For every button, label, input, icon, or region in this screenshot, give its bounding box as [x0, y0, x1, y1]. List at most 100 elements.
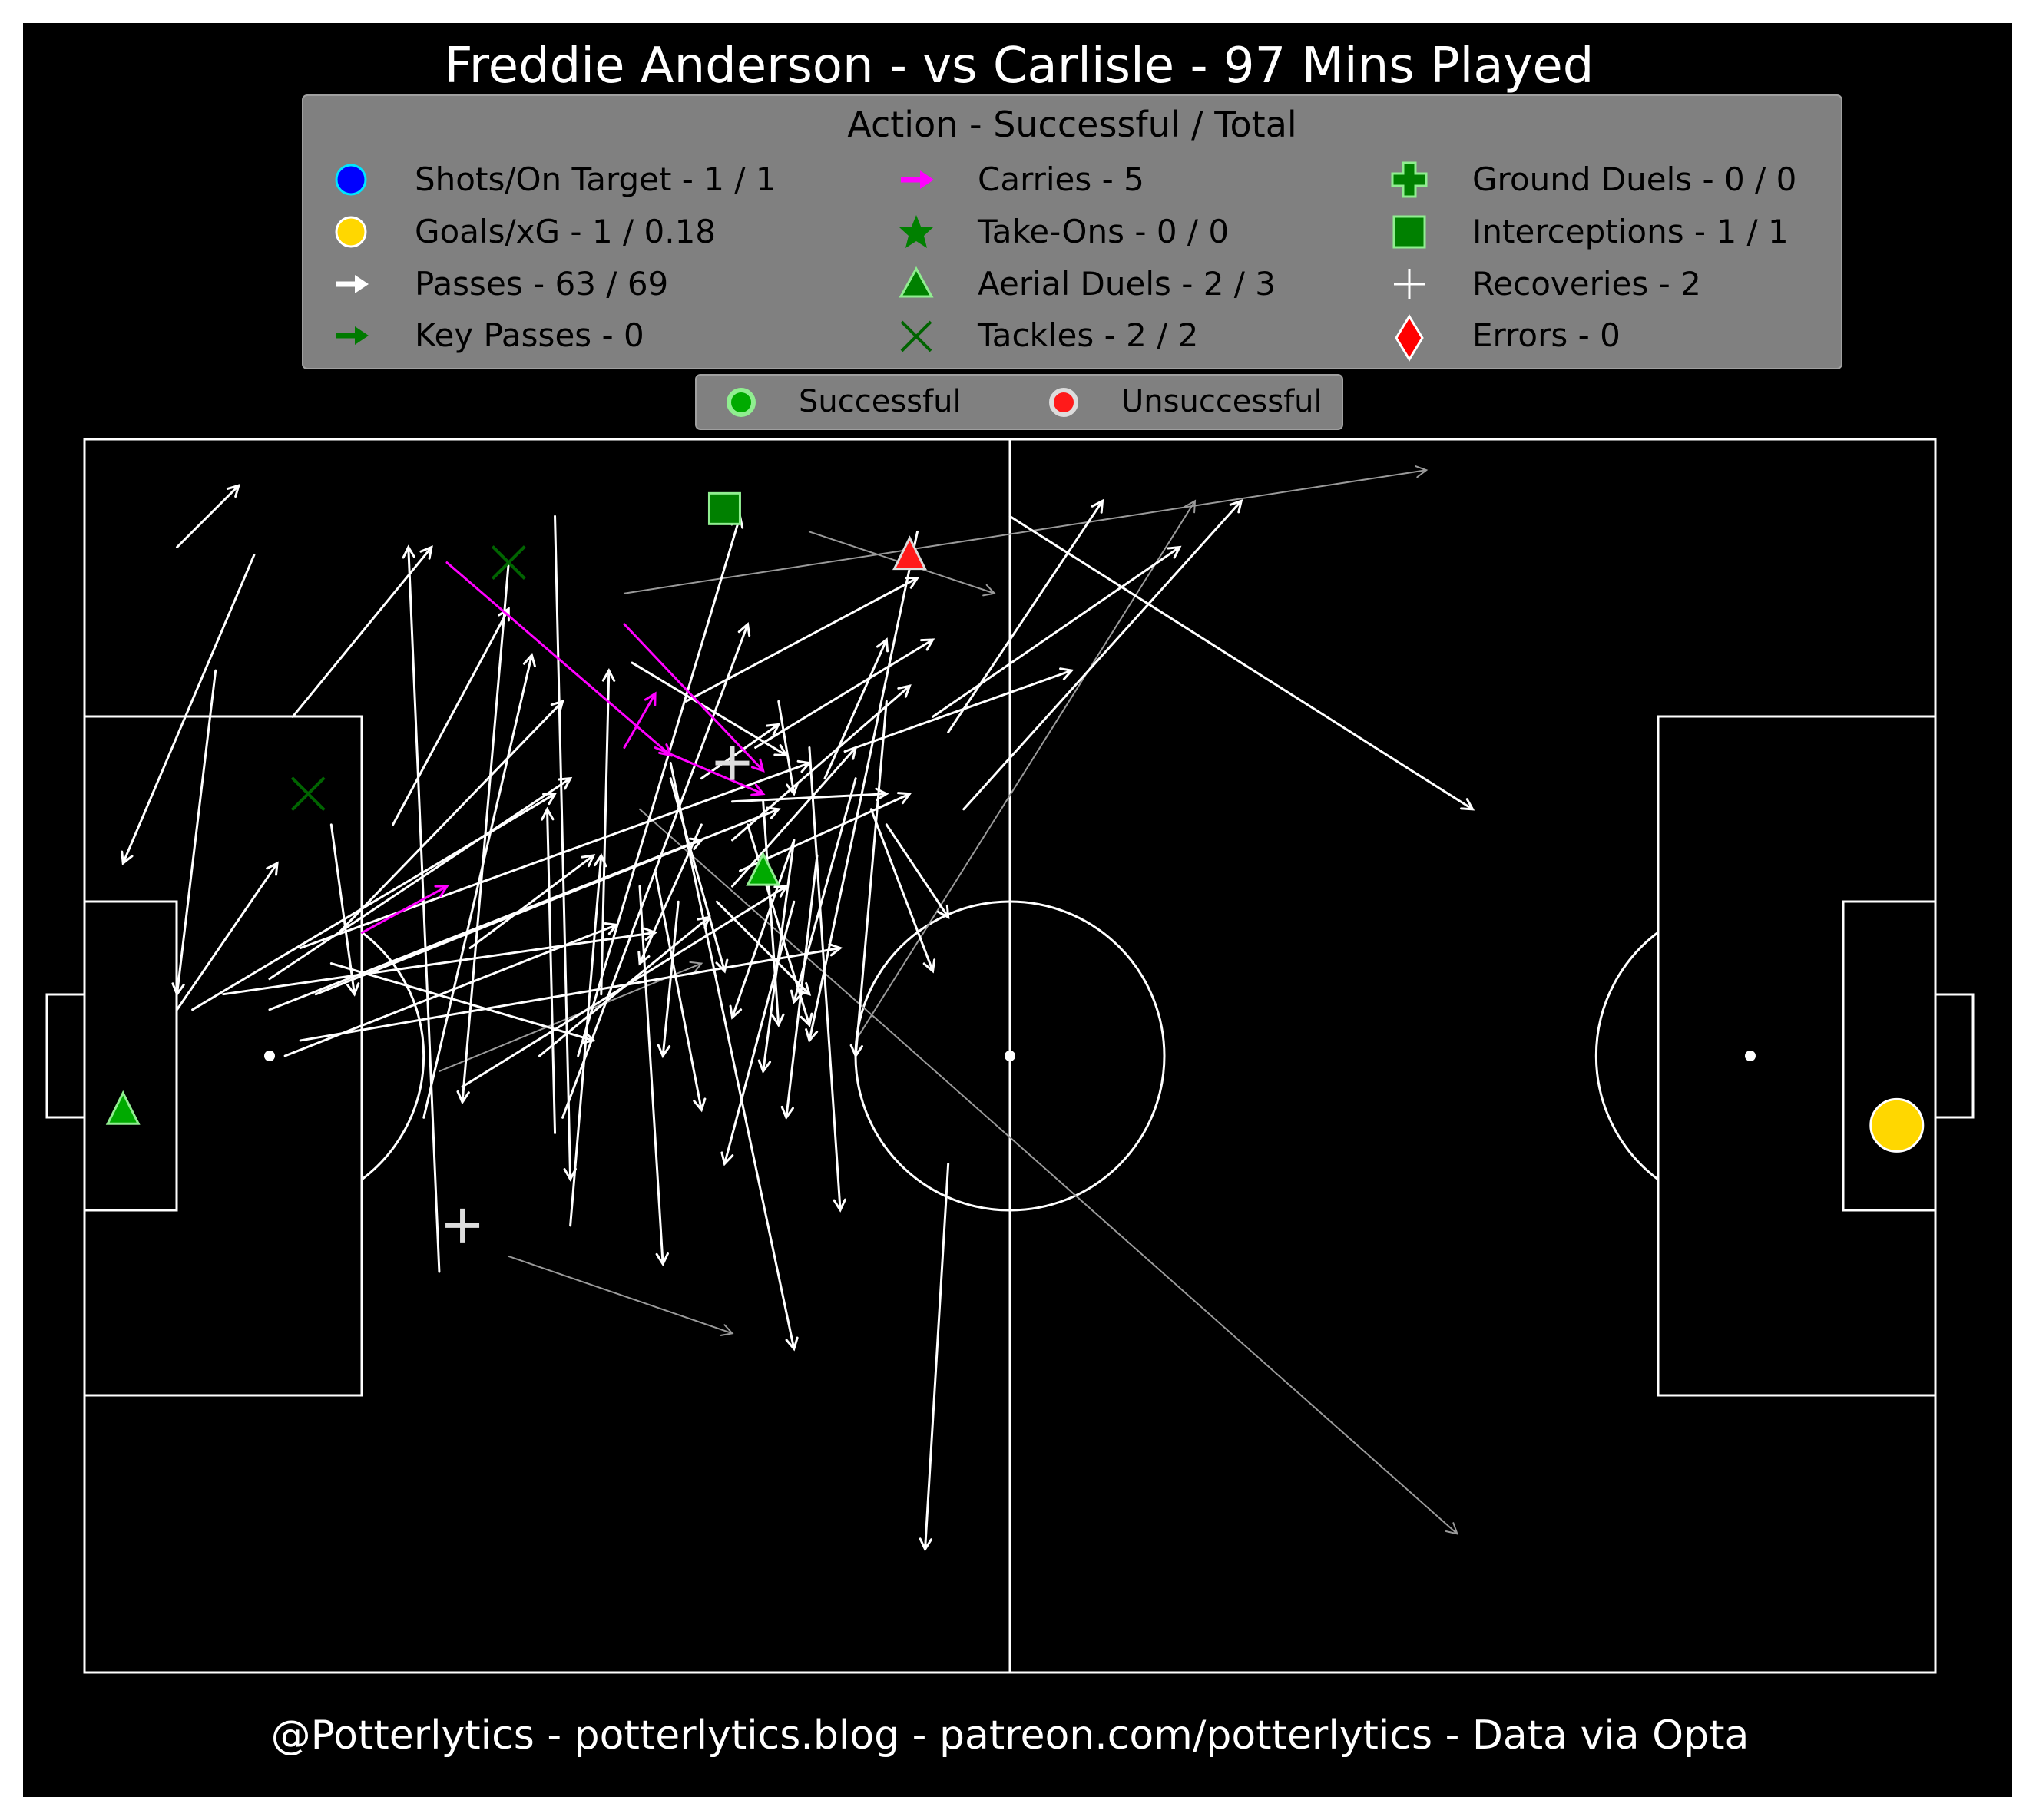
pass-arrow	[329, 823, 360, 997]
failed-pass-arrow	[623, 465, 1429, 594]
aerial-duel-won-marker	[746, 851, 781, 886]
pass-arrow	[638, 885, 669, 1267]
chart-title: Freddie Anderson - vs Carlisle - 97 Mins…	[445, 38, 1594, 94]
carry-arrow	[654, 746, 766, 796]
magenta-arrow-icon	[901, 170, 934, 189]
pass-arrow	[720, 900, 796, 1166]
green-arrow-icon	[336, 326, 369, 345]
recovery-marker	[445, 1208, 480, 1243]
interception-marker	[707, 491, 741, 525]
pass-arrow	[291, 545, 433, 718]
pass-arrow	[402, 544, 441, 1273]
pass-arrow	[541, 806, 557, 1134]
footer-credits: @Potterlytics - potterlytics.blog - patr…	[271, 1712, 1750, 1759]
white-arrow-icon	[336, 275, 369, 293]
outcome-label-unsuccessful: Unsuccessful	[1121, 384, 1323, 419]
aerial-duel-lost-marker	[892, 535, 927, 571]
pass-arrow	[869, 808, 936, 974]
legend-label-shots: Shots/On Target - 1 / 1	[415, 160, 776, 198]
recovery-marker	[715, 746, 750, 780]
pass-arrow	[171, 669, 217, 997]
pass-arrow	[337, 700, 564, 934]
pass-arrow	[637, 823, 703, 966]
pass-arrow	[932, 545, 1182, 718]
pass-arrow	[762, 800, 785, 1027]
failed-pass-arrow	[639, 808, 1458, 1535]
pass-arrow	[268, 776, 573, 981]
green-plus-icon	[1391, 161, 1428, 198]
legend-label-carries: Carries - 5	[978, 160, 1144, 198]
pass-arrow	[780, 854, 819, 1120]
aerial-duel-won-marker	[105, 1090, 141, 1125]
legend-label-passes: Passes - 63 / 69	[415, 265, 668, 303]
legend-label-interceptions: Interceptions - 1 / 1	[1472, 213, 1789, 250]
carry-arrow	[623, 623, 765, 773]
legend-label-aerial-duels: Aerial Duels - 2 / 3	[978, 265, 1276, 303]
green-triangle-icon	[899, 266, 934, 298]
gold-circle-icon	[335, 216, 367, 248]
pass-arrow	[700, 723, 781, 780]
pass-arrow	[947, 498, 1104, 733]
actions-layer	[105, 465, 1925, 1552]
legend-label-tackles: Tackles - 2 / 2	[977, 316, 1198, 354]
green-star-icon	[899, 215, 933, 248]
failed-pass-arrow	[508, 1255, 734, 1336]
successful-dot-icon	[727, 388, 756, 417]
legend-label-recoveries: Recoveries - 2	[1472, 265, 1701, 303]
green-x-icon	[900, 320, 932, 352]
pass-arrow	[669, 762, 799, 1352]
legend-label-take-ons: Take-Ons - 0 / 0	[977, 213, 1229, 250]
outcome-label-successful: Successful	[799, 384, 962, 419]
legend-label-errors: Errors - 0	[1472, 316, 1621, 354]
legend-box	[302, 94, 1842, 369]
pass-arrow	[684, 577, 920, 703]
right-penalty-arc	[1594, 931, 1659, 1181]
failed-pass-arrow	[438, 961, 703, 1073]
pass-arrow	[456, 561, 510, 1105]
pass-arrow	[600, 667, 616, 996]
left-penalty-spot	[264, 1051, 275, 1061]
pass-arrow	[739, 792, 912, 872]
tackle-marker	[491, 545, 526, 581]
outcome-legend-box	[695, 374, 1343, 430]
legend-label-goals: Goals/xG - 1 / 0.18	[415, 213, 716, 250]
pass-arrow	[631, 661, 789, 757]
pass-arrow	[657, 900, 680, 1059]
legend-label-key-passes: Key Passes - 0	[415, 316, 644, 354]
pass-arrow	[222, 927, 658, 996]
white-plus-icon	[1394, 269, 1425, 299]
legend-title: Action - Successful / Total	[847, 104, 1296, 145]
left-goal	[45, 993, 86, 1119]
pass-arrow	[191, 793, 558, 1011]
pass-arrow	[805, 530, 919, 1043]
outcome-legend: Successful Unsuccessful	[695, 374, 1343, 430]
tackle-marker	[290, 776, 326, 812]
unsuccessful-dot-icon	[1049, 388, 1078, 417]
blue-circle-icon	[335, 164, 367, 196]
failed-pass-arrow	[855, 499, 1197, 1041]
pass-arrow	[468, 854, 596, 949]
green-square-icon	[1392, 215, 1426, 249]
centre-spot	[1005, 1051, 1015, 1061]
pass-arrow	[729, 839, 796, 1020]
pass-arrow	[790, 777, 857, 1004]
pass-arrow	[885, 823, 950, 919]
pass-arrow	[176, 484, 241, 549]
pass-arrow	[849, 700, 888, 1059]
pass-arrow	[1008, 515, 1475, 811]
pass-arrow	[919, 1163, 950, 1552]
right-goal	[1934, 993, 1975, 1119]
pass-arrow	[422, 653, 536, 1119]
pass-arrow	[176, 861, 279, 1011]
legend-label-ground-duels: Ground Duels - 0 / 0	[1472, 160, 1796, 198]
right-penalty-spot	[1745, 1051, 1756, 1061]
pass-arrow	[962, 498, 1243, 811]
pass-arrow	[777, 700, 800, 796]
red-diamond-icon	[1395, 314, 1424, 362]
pass-arrow	[754, 638, 935, 749]
carry-arrow	[623, 691, 657, 749]
pass-arrow	[121, 554, 256, 865]
pass-arrow	[823, 637, 889, 780]
carry-arrow	[361, 885, 449, 934]
